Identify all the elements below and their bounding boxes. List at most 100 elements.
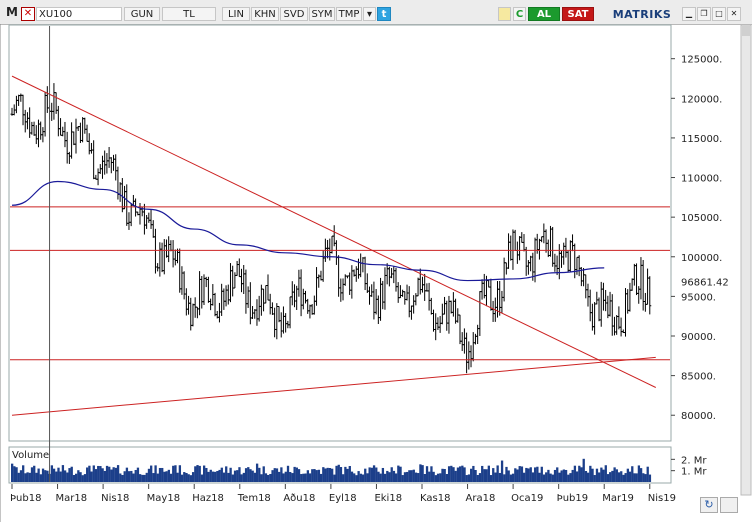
volume-bar <box>216 470 219 482</box>
x-tick-label: May18 <box>147 493 180 504</box>
volume-bar <box>458 466 462 482</box>
dropdown-arrow-icon[interactable]: ▾ <box>363 7 376 21</box>
volume-bar <box>333 474 336 482</box>
volume-bar <box>350 471 354 482</box>
volume-bar <box>622 474 625 482</box>
volume-bar <box>540 466 543 482</box>
x-tick-label: Mar18 <box>56 493 88 504</box>
volume-bar <box>233 470 237 482</box>
volume-bar <box>282 473 285 482</box>
volume-bar <box>61 465 65 482</box>
volume-bar <box>229 467 232 482</box>
price-bars <box>10 83 652 374</box>
volume-bar <box>383 473 387 482</box>
lock-icon[interactable] <box>498 7 511 21</box>
volume-bar <box>308 473 312 482</box>
volume-bar <box>271 470 274 482</box>
volume-bar <box>326 467 329 482</box>
volume-bar <box>509 474 513 482</box>
volume-bar <box>57 467 60 482</box>
volume-bar <box>108 466 111 482</box>
currency-button[interactable]: TL <box>162 7 216 21</box>
volume-bar <box>593 475 596 482</box>
volume-bar <box>567 474 570 482</box>
volume-bar <box>289 471 292 482</box>
volume-bar <box>562 469 566 482</box>
y-tick-label: 85000. <box>681 372 716 383</box>
y-tick-label: 100000. <box>681 253 722 264</box>
volume-bar <box>417 473 420 482</box>
symbol-input[interactable]: XU100 <box>36 7 122 21</box>
volume-bar <box>432 471 435 482</box>
volume-bar <box>624 473 627 482</box>
volume-bar <box>110 469 113 482</box>
volume-bar <box>86 467 89 482</box>
volume-bar <box>498 472 502 482</box>
volume-bar <box>401 475 404 482</box>
khn-button[interactable]: KHN <box>251 7 279 21</box>
volume-bar <box>617 472 621 482</box>
volume-bar <box>218 469 221 482</box>
volume-bar <box>123 471 126 482</box>
volume-tick-label: 2. Mr <box>681 455 707 466</box>
volume-bar <box>582 458 585 482</box>
volume-bar <box>644 474 647 482</box>
volume-tick-label: 1. Mr <box>681 467 707 478</box>
svd-button[interactable]: SVD <box>280 7 308 21</box>
volume-bar <box>335 465 338 482</box>
volume-bar <box>520 466 524 482</box>
vertical-scrollbar[interactable] <box>740 24 752 496</box>
scroll-up-arrow-icon[interactable] <box>742 26 750 36</box>
volume-bar <box>165 471 168 482</box>
period-button[interactable]: GUN <box>124 7 160 21</box>
last-value-label: 96861.42 <box>681 278 729 289</box>
y-tick-label: 80000. <box>681 411 716 422</box>
volume-bar <box>337 464 340 482</box>
volume-bar <box>595 468 599 482</box>
maximize-icon[interactable]: □ <box>712 7 726 21</box>
app-logo[interactable]: M <box>6 5 18 19</box>
volume-bar <box>74 473 78 482</box>
volume-bar <box>154 465 157 482</box>
scale-button[interactable]: LIN <box>222 7 250 21</box>
volume-bar <box>368 467 371 482</box>
twitter-icon[interactable]: t <box>377 7 391 21</box>
volume-bar <box>304 473 307 482</box>
volume-bar <box>141 474 144 482</box>
toolbar: M ✕ XU100 GUN TL LIN KHN SVD SYM TMP ▾ t… <box>0 0 752 25</box>
close-window-icon[interactable]: ✕ <box>727 7 741 21</box>
settings-cycle-icon[interactable]: ↻ <box>700 497 718 513</box>
minimize-icon[interactable]: ▁ <box>682 7 696 21</box>
volume-bar <box>364 468 367 482</box>
volume-bar <box>443 468 446 482</box>
grid-toggle-icon[interactable] <box>720 497 738 513</box>
volume-bar <box>324 468 327 482</box>
buy-button[interactable]: AL <box>528 7 560 21</box>
volume-bar <box>602 469 605 482</box>
volume-bar <box>381 467 385 482</box>
volume-bar <box>388 472 391 482</box>
volume-bar <box>26 472 29 482</box>
volume-bar <box>390 467 393 482</box>
volume-bar <box>284 471 287 482</box>
volume-bar <box>549 473 552 482</box>
volume-bar <box>15 467 18 482</box>
volume-bar <box>428 471 431 482</box>
refresh-c-icon[interactable]: C <box>513 7 526 21</box>
volume-bar <box>262 466 265 482</box>
close-symbol-icon[interactable]: ✕ <box>21 7 35 21</box>
sym-button[interactable]: SYM <box>309 7 335 21</box>
restore-icon[interactable]: ❐ <box>697 7 711 21</box>
volume-bar <box>291 473 294 482</box>
volume-bar <box>72 474 76 482</box>
template-button[interactable]: TMP <box>336 7 362 21</box>
volume-bar <box>209 469 212 482</box>
sell-button[interactable]: SAT <box>562 7 594 21</box>
volume-bar <box>196 465 199 482</box>
volume-bar <box>419 464 422 482</box>
volume-bar <box>536 466 539 482</box>
volume-bar <box>379 473 382 482</box>
volume-bar <box>240 474 243 482</box>
volume-bar <box>92 465 95 482</box>
